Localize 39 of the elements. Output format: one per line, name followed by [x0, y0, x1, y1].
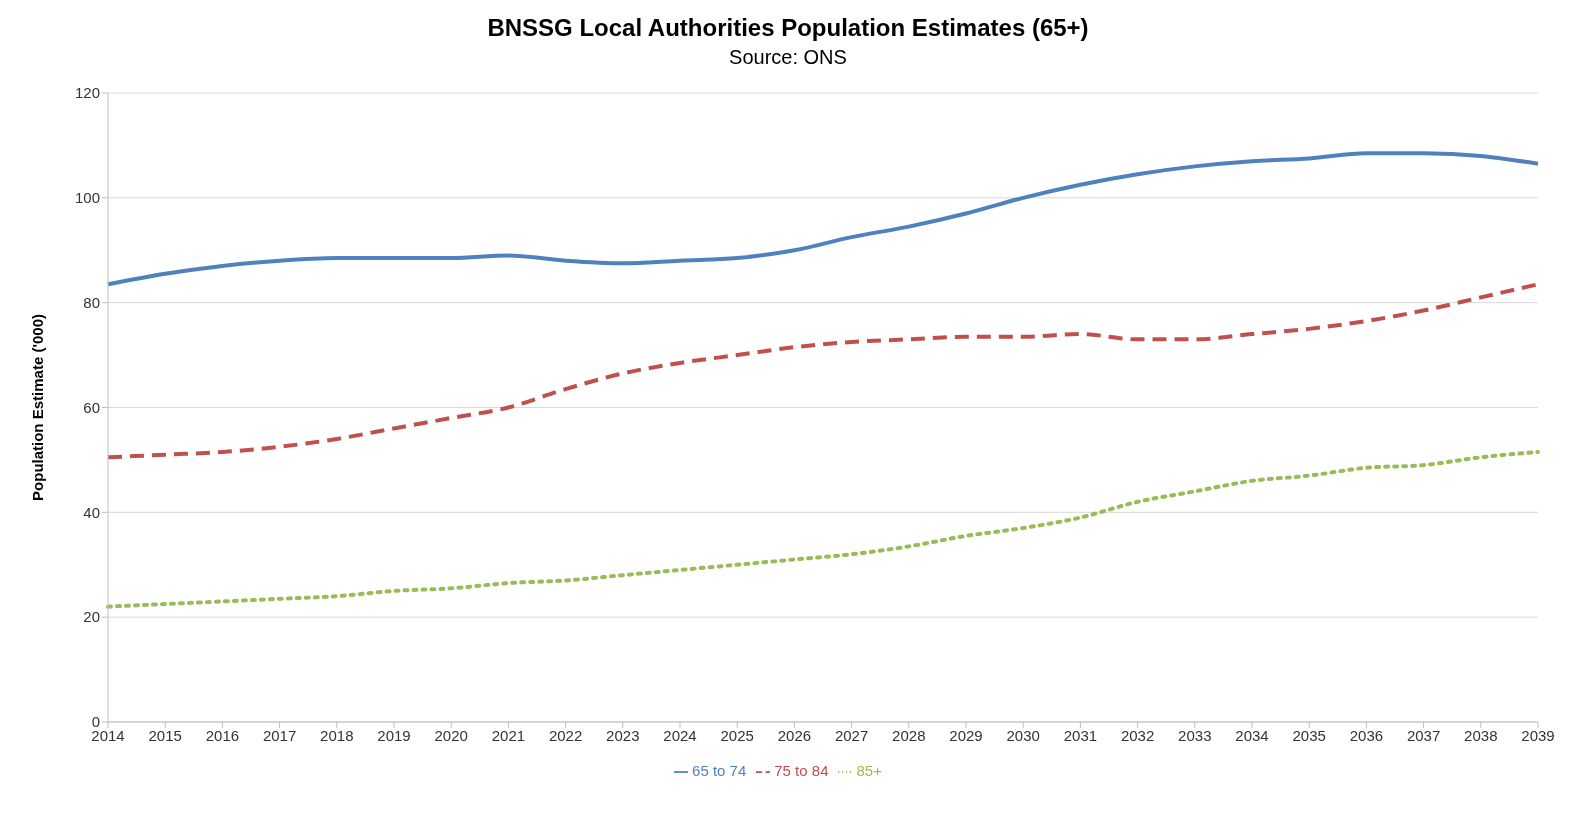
chart-subtitle: Source: ONS: [728, 46, 848, 69]
y-tick-label: 20: [83, 608, 100, 626]
x-tick-label: 2020: [434, 726, 468, 744]
x-tick-label: 2037: [1406, 726, 1441, 744]
x-tick-label: 2038: [1464, 726, 1498, 744]
x-tick-label: 2031: [1063, 726, 1098, 744]
x-tick-label: 2033: [1178, 726, 1212, 744]
x-tick-label: 2032: [1120, 726, 1155, 744]
x-tick-label: 2019: [377, 726, 411, 744]
x-tick-label: 2036: [1349, 726, 1384, 744]
y-tick-label: 80: [83, 293, 100, 311]
legend-label: 75 to 84: [774, 761, 829, 779]
x-tick-label: 2024: [663, 726, 697, 744]
line-series: [106, 450, 1540, 609]
chart-title: BNSSG Local Authorities Population Estimates (65+): [486, 14, 1090, 42]
x-tick-label: 2026: [777, 726, 812, 744]
legend-label: 85+: [856, 761, 882, 779]
y-tick-label: 100: [74, 189, 100, 207]
x-tick-label: 2017: [262, 726, 297, 744]
x-tick-label: 2015: [148, 726, 182, 744]
x-tick-label: 2025: [720, 726, 754, 744]
x-tick-label: 2022: [548, 726, 583, 744]
y-axis-title: Population Estimate ('000): [29, 314, 47, 501]
y-tick-label: 120: [74, 84, 100, 102]
y-tick-label: 40: [83, 503, 100, 521]
x-tick-label: 2023: [606, 726, 640, 744]
line-series: [106, 151, 1540, 287]
x-tick-label: 2016: [205, 726, 240, 744]
x-tick-label: 2030: [1006, 726, 1040, 744]
legend-label: 65 to 74: [692, 761, 747, 779]
x-tick-label: 2027: [834, 726, 869, 744]
y-tick-label: 60: [83, 398, 100, 416]
x-tick-label: 2028: [892, 726, 926, 744]
x-tick-label: 2018: [320, 726, 354, 744]
x-tick-label: 2021: [491, 726, 526, 744]
x-tick-label: 2039: [1521, 726, 1555, 744]
x-tick-label: 2029: [949, 726, 983, 744]
x-tick-label: 2035: [1292, 726, 1326, 744]
x-tick-label: 2034: [1235, 726, 1269, 744]
